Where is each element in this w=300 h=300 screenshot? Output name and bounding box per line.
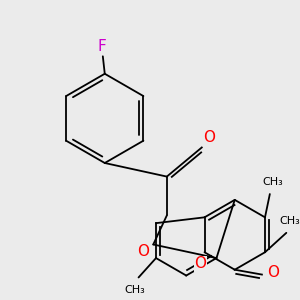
Text: CH₃: CH₃ — [280, 216, 300, 226]
Text: O: O — [138, 244, 150, 259]
Text: O: O — [195, 256, 207, 272]
Text: CH₃: CH₃ — [262, 177, 283, 188]
Text: O: O — [203, 130, 215, 145]
Text: O: O — [268, 265, 280, 280]
Text: F: F — [98, 39, 106, 54]
Text: CH₃: CH₃ — [124, 285, 145, 295]
